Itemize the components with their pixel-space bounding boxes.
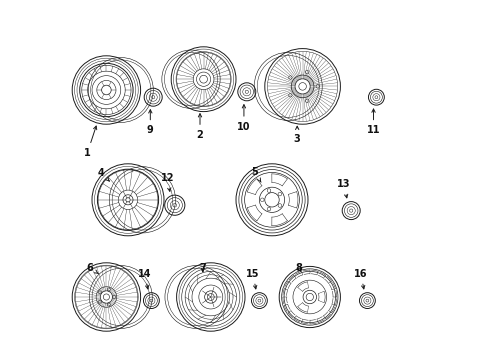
Text: 3: 3: [294, 126, 300, 144]
Text: 7: 7: [199, 263, 206, 273]
Text: 14: 14: [138, 269, 152, 289]
Text: 16: 16: [354, 269, 368, 289]
Text: 8: 8: [295, 263, 302, 273]
Text: 12: 12: [161, 173, 174, 191]
Text: 5: 5: [251, 167, 261, 182]
Text: 9: 9: [147, 110, 154, 135]
Text: 2: 2: [196, 114, 203, 140]
Text: 11: 11: [367, 109, 380, 135]
Text: 1: 1: [84, 126, 97, 158]
Text: 4: 4: [98, 168, 109, 181]
Text: 15: 15: [246, 269, 260, 289]
Text: 6: 6: [87, 263, 98, 274]
Text: 10: 10: [237, 105, 251, 132]
Text: 13: 13: [337, 179, 351, 198]
